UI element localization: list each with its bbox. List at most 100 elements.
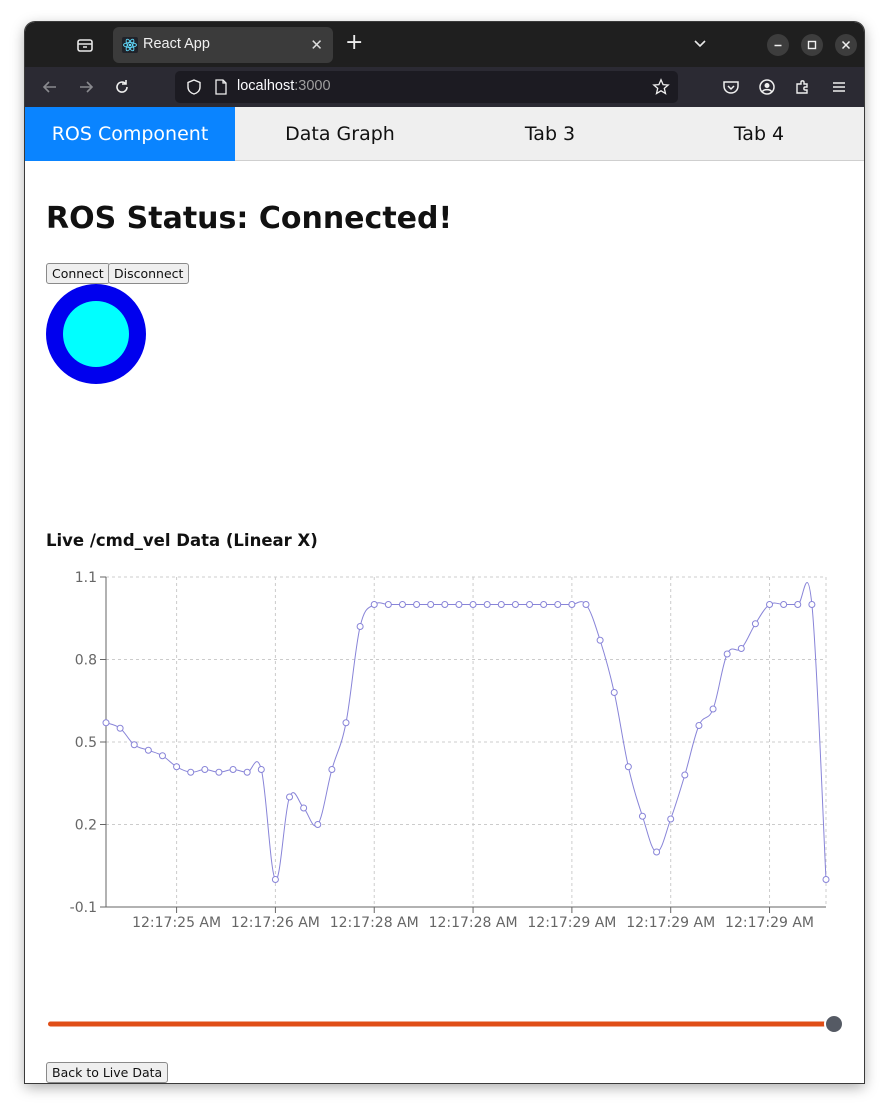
data-point (229, 766, 237, 773)
data-point (130, 741, 138, 749)
menu-icon[interactable] (829, 77, 849, 97)
data-point (780, 601, 788, 608)
data-point (822, 876, 830, 883)
data-point (370, 601, 378, 608)
back-to-live-button[interactable]: Back to Live Data (46, 1062, 169, 1083)
data-point (582, 601, 590, 608)
data-point (384, 601, 392, 608)
x-tick-label: 12:17:25 AM (132, 915, 221, 931)
data-point (314, 821, 322, 828)
browser-tab-title: React App (143, 36, 210, 52)
browser-window: React App ✕ + (25, 22, 864, 1083)
data-point (102, 719, 110, 727)
chart-grid (106, 576, 827, 908)
browser-titlebar: React App ✕ + (25, 22, 864, 67)
line-chart: 1.1 0.8 0.5 0.2 -0.1 12:17:25 AM 12:17:26 AM 12… (70, 570, 830, 931)
data-point (469, 601, 477, 608)
y-tick-label: 0.8 (75, 653, 97, 669)
data-point (441, 601, 449, 608)
data-point (455, 601, 463, 608)
disconnect-button[interactable]: Disconnect (108, 263, 190, 284)
data-point (638, 812, 646, 820)
data-point (723, 650, 731, 658)
data-point (215, 768, 223, 776)
url-text[interactable]: localhost:3000 (237, 78, 331, 94)
data-point (187, 768, 195, 776)
tab-data-graph[interactable]: Data Graph (285, 123, 395, 145)
page-icon (215, 79, 227, 95)
x-tick-label: 12:17:28 AM (330, 915, 419, 931)
app-tab-bar: ROS Component Data Graph Tab 3 Tab 4 (25, 107, 864, 161)
browser-toolbar: localhost:3000 (25, 67, 864, 107)
data-point (144, 746, 152, 754)
y-tick-label: -0.1 (70, 900, 97, 916)
data-point (257, 766, 265, 773)
address-bar[interactable]: localhost:3000 (175, 71, 678, 103)
data-point (808, 601, 816, 608)
data-point (497, 601, 505, 608)
history-slider[interactable] (46, 1012, 846, 1036)
browser-tab[interactable]: React App ✕ (113, 27, 333, 63)
chart-ticks: 1.1 0.8 0.5 0.2 -0.1 12:17:25 AM 12:17:26 AM 12… (70, 570, 814, 931)
data-point (271, 876, 279, 883)
tab-list-icon[interactable] (75, 35, 95, 55)
shield-icon[interactable] (185, 78, 203, 96)
slider-track[interactable] (48, 1021, 834, 1027)
data-point (667, 815, 675, 823)
data-point (356, 623, 364, 630)
reload-icon[interactable] (112, 77, 132, 97)
forward-arrow-icon[interactable] (76, 77, 96, 97)
react-logo-icon (122, 37, 138, 53)
tab-ros-component[interactable]: ROS Component (25, 107, 235, 161)
data-point (766, 601, 774, 608)
data-point (158, 752, 166, 760)
data-point (653, 848, 661, 856)
data-point (794, 601, 802, 608)
bookmark-star-icon[interactable] (652, 78, 670, 96)
connection-indicator (46, 284, 146, 384)
y-tick-label: 0.2 (75, 818, 97, 834)
data-point (201, 766, 209, 773)
minimize-icon[interactable] (767, 34, 789, 56)
tab-4[interactable]: Tab 4 (733, 123, 785, 145)
y-tick-label: 0.5 (75, 735, 97, 751)
url-port: :3000 (294, 78, 331, 94)
data-point (398, 601, 406, 608)
data-point (342, 719, 350, 727)
maximize-icon[interactable] (801, 34, 823, 56)
connect-button[interactable]: Connect (46, 263, 110, 284)
chevron-down-icon[interactable] (692, 36, 708, 52)
slider-thumb[interactable] (824, 1014, 844, 1034)
y-tick-label: 1.1 (75, 570, 97, 586)
data-point (610, 689, 618, 696)
pocket-icon[interactable] (721, 77, 741, 97)
data-point (328, 766, 336, 773)
series-line (105, 582, 827, 881)
data-point (116, 724, 124, 732)
data-point (751, 620, 759, 628)
tab-3[interactable]: Tab 3 (524, 123, 576, 145)
close-tab-icon[interactable]: ✕ (310, 36, 323, 54)
data-point (511, 601, 519, 608)
chart-title: Live /cmd_vel Data (Linear X) (46, 531, 318, 550)
page-content: ROS Component Data Graph Tab 3 Tab 4 ROS… (25, 107, 864, 1083)
series-points (102, 601, 830, 883)
data-point (413, 601, 421, 608)
data-point (286, 793, 294, 801)
data-point (300, 804, 308, 812)
account-icon[interactable] (757, 77, 777, 97)
data-point (568, 601, 576, 608)
x-tick-label: 12:17:29 AM (626, 915, 715, 931)
data-point (483, 601, 491, 608)
data-point (624, 763, 632, 771)
x-tick-label: 12:17:29 AM (725, 915, 814, 931)
extensions-icon[interactable] (793, 77, 813, 97)
data-point (554, 601, 562, 608)
url-host: localhost (237, 78, 295, 94)
back-arrow-icon[interactable] (40, 77, 60, 97)
new-tab-icon[interactable]: + (345, 30, 364, 55)
data-point (427, 601, 435, 608)
close-window-icon[interactable] (835, 34, 857, 56)
data-point (737, 645, 745, 652)
data-point (709, 705, 717, 713)
